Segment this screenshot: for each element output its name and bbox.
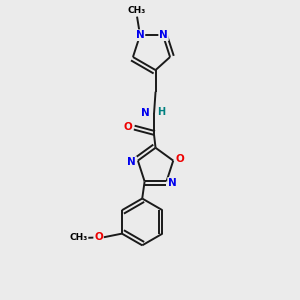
Text: N: N bbox=[136, 30, 144, 40]
Text: H: H bbox=[158, 107, 166, 117]
Text: CH₃: CH₃ bbox=[128, 5, 146, 14]
Text: N: N bbox=[128, 157, 136, 167]
Text: CH₃: CH₃ bbox=[69, 233, 88, 242]
Text: N: N bbox=[168, 178, 177, 188]
Text: N: N bbox=[159, 30, 168, 40]
Text: N: N bbox=[141, 108, 150, 118]
Text: O: O bbox=[176, 154, 184, 164]
Text: O: O bbox=[124, 122, 133, 132]
Text: O: O bbox=[94, 232, 103, 242]
